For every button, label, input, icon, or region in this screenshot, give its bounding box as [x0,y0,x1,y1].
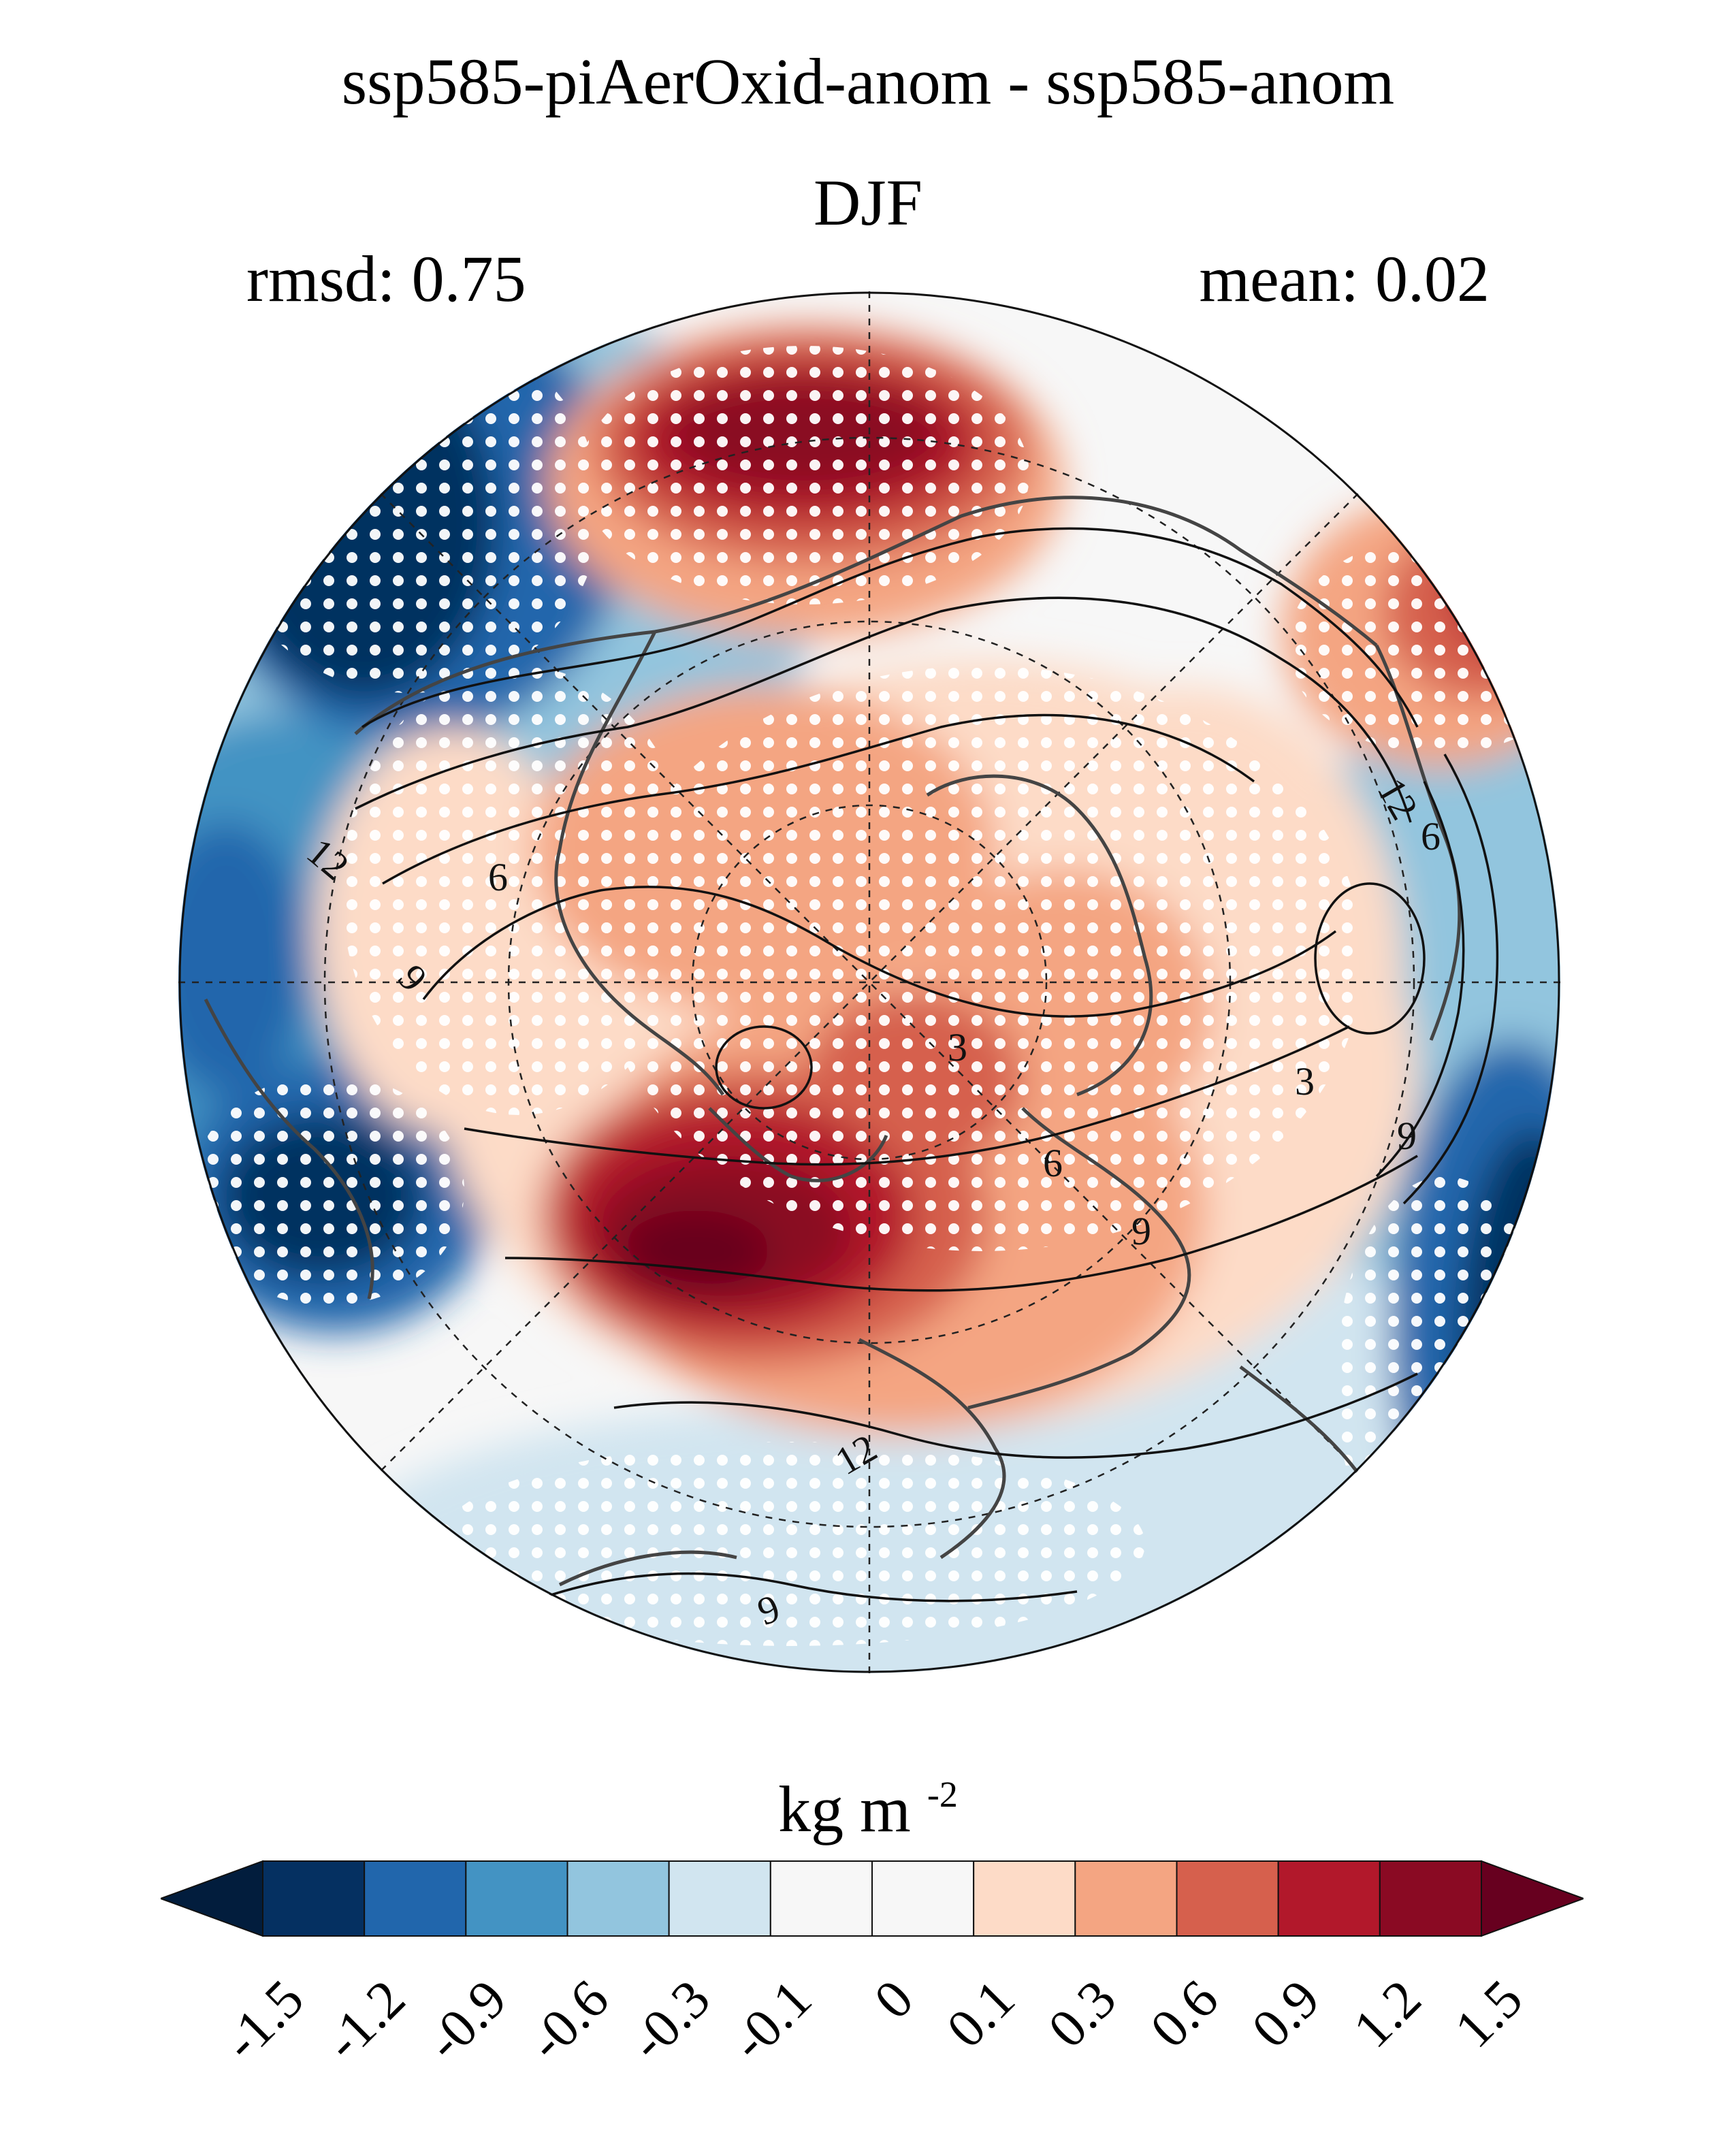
season-subtitle: DJF [813,166,923,239]
significance-stippling [192,325,1560,1646]
colorbar [161,1860,1584,1937]
colorbar-tick-label: 0.3 [1037,1969,1128,2060]
colorbar-over-triangle [1481,1860,1584,1937]
colorbar-tick-label: 0 [863,1969,925,2031]
colorbar-bin [1379,1860,1483,1937]
rmsd-label: rmsd: 0.75 [246,242,526,315]
contour-label: 6 [1043,1141,1063,1185]
climatology-contours [355,527,1499,1613]
units-exponent: -2 [927,1774,958,1815]
colorbar-tick-label: -1.2 [313,1969,417,2072]
colorbar-tick-label: 1.2 [1342,1969,1433,2060]
units-base: kg m [778,1773,911,1845]
colorbar-bin [871,1860,975,1937]
colorbar-bin [566,1860,670,1937]
coastlines [204,496,1462,1628]
colorbar-bin [973,1860,1076,1937]
mean-label: mean: 0.02 [1199,242,1490,315]
map-boundary [178,291,1560,1673]
colorbar-tick-label: 0.9 [1240,1969,1332,2060]
colorbar-tick-label: 0.6 [1138,1969,1229,2060]
colorbar-bin [364,1860,467,1937]
colorbar-bin [262,1860,366,1937]
figure-title: ssp585-piAerOxid-anom - ssp585-anom [341,45,1395,118]
colorbar-bin [1277,1860,1381,1937]
colorbar-tick-label: 1.5 [1443,1969,1534,2060]
colorbar-bin [668,1860,771,1937]
colorbar-units: kg m -2 [0,1774,1736,1842]
colorbar-under-triangle [161,1860,263,1937]
contour-label: 3 [1295,1059,1315,1103]
contour-label: 9 [1397,1114,1417,1158]
colorbar-bin [465,1860,568,1937]
colorbar-bin [1176,1860,1279,1937]
colorbar-tick-label: -0.9 [415,1969,519,2072]
colorbar-tick-label: -1.5 [212,1969,316,2072]
colorbar-tick-label: -0.3 [617,1969,722,2072]
contour-label: 9 [1131,1209,1151,1253]
colorbar-tick-label: -0.6 [516,1969,620,2072]
contour-label: 6 [488,855,508,899]
contour-label: 6 [1421,814,1441,858]
colorbar-tick-label: 0.1 [935,1969,1027,2060]
contour-label: 3 [948,1025,967,1069]
colorbar-bin [769,1860,873,1937]
polar-map: 12 6 9 3 6 9 12 9 3 9 12 6 [178,291,1560,1673]
colorbar-bin [1074,1860,1178,1937]
colorbar-tick-label: -0.1 [720,1969,823,2072]
